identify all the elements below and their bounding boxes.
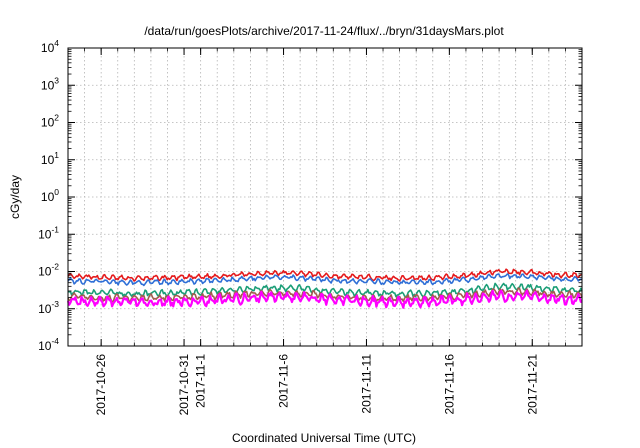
y-tick-label: 104 xyxy=(41,38,59,55)
series-line-3 xyxy=(67,282,583,298)
y-axis-label: cGy/day xyxy=(8,175,22,219)
series-line-4 xyxy=(67,287,583,303)
y-tick-label: 103 xyxy=(41,75,59,92)
series-line-2 xyxy=(67,273,583,287)
x-tick-label: 2017-11-1 xyxy=(194,354,208,408)
x-axis-label: Coordinated Universal Time (UTC) xyxy=(232,431,416,445)
x-tick-label: 2017-11-11 xyxy=(360,354,374,414)
x-tick-label: 2017-11-16 xyxy=(442,354,456,415)
ticks: 10-4 10-3 10-2 10-1 100 101 102 103 104 2017-10-2… xyxy=(38,38,582,415)
y-tick-label: 10-4 xyxy=(38,336,59,353)
x-tick-label: 2017-11-6 xyxy=(277,354,291,408)
y-tick-label: 101 xyxy=(41,150,59,167)
x-tick-label: 2017-10-31 xyxy=(177,354,191,416)
chart-title: /data/run/goesPlots/archive/2017-11-24/f… xyxy=(144,24,504,38)
y-tick-label: 100 xyxy=(41,187,59,204)
y-tick-label: 10-1 xyxy=(38,224,59,241)
y-tick-label: 10-3 xyxy=(38,299,59,316)
x-tick-label: 2017-10-26 xyxy=(94,354,108,416)
series-line-1 xyxy=(67,268,583,282)
y-tick-label: 102 xyxy=(41,113,59,130)
series-line-5 xyxy=(66,289,583,309)
x-tick-label: 2017-11-21 xyxy=(525,354,539,415)
y-tick-label: 10-2 xyxy=(38,262,59,279)
series-group xyxy=(66,268,583,309)
